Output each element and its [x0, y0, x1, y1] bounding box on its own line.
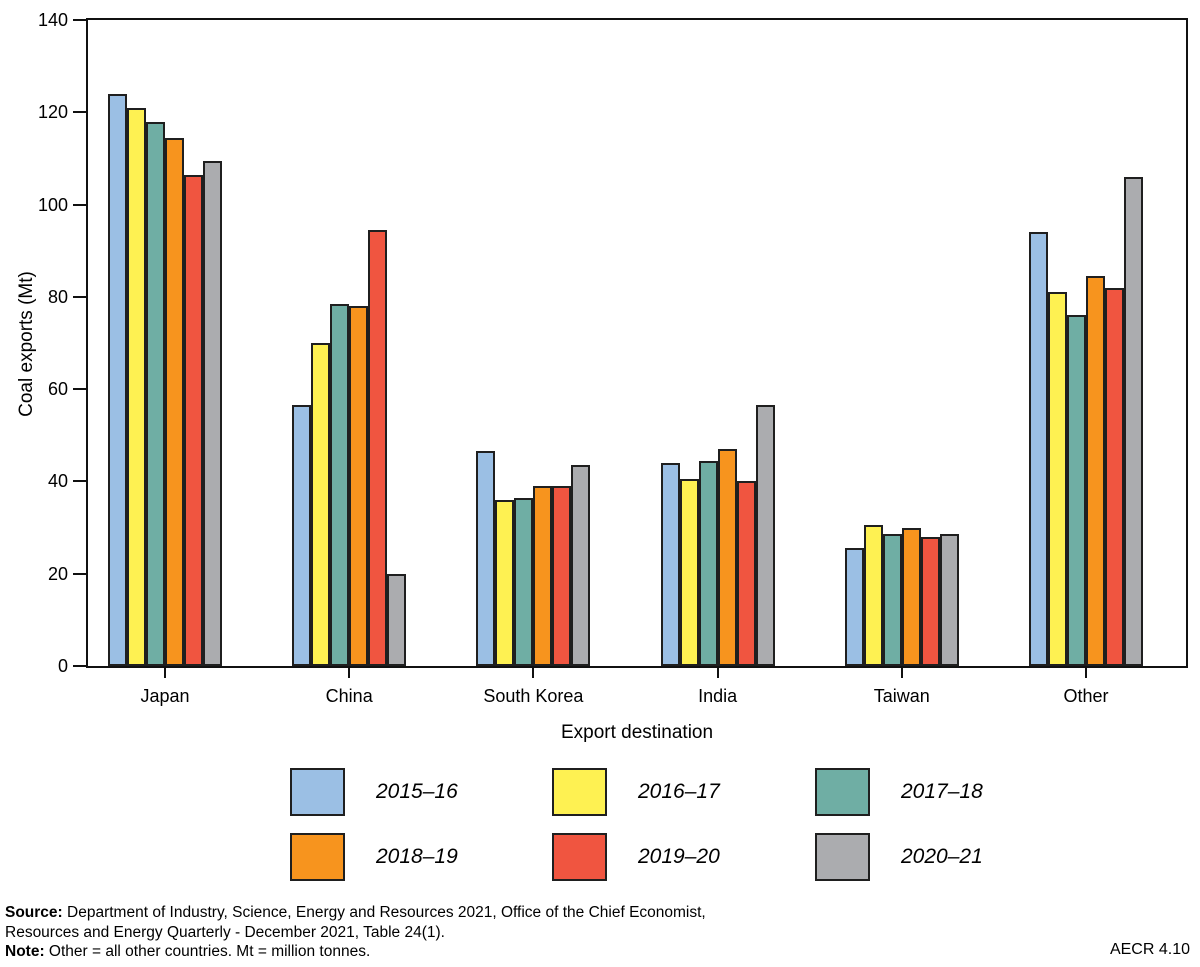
- x-axis-tick: [716, 666, 719, 678]
- x-axis-tick: [1085, 666, 1087, 678]
- legend-label-2018–19: 2018–19: [376, 845, 458, 868]
- legend-label-2019–20: 2019–20: [638, 845, 720, 868]
- bar-india-2017–18: [698, 461, 718, 666]
- bar-china-2020–21: [387, 574, 407, 666]
- category-label-japan: Japan: [140, 686, 190, 706]
- x-axis-tick: [900, 666, 903, 678]
- note-line: Note: Other = all other countries. Mt = …: [5, 943, 371, 960]
- bar-south-korea-2018–19: [533, 486, 553, 666]
- legend-label-2015–16: 2015–16: [376, 780, 458, 803]
- category-label-china: China: [325, 686, 373, 706]
- bar-japan-2019–20: [184, 175, 203, 666]
- legend-swatch-2020–21: [815, 833, 870, 881]
- category-label-india: India: [698, 686, 738, 706]
- y-axis-tick-label: 20: [47, 563, 68, 584]
- x-axis-tick: [164, 666, 166, 678]
- bar-china-2017–18: [330, 304, 350, 666]
- bar-taiwan-2018–19: [901, 528, 921, 666]
- y-axis-tick-label: 0: [57, 656, 68, 676]
- bar-south-korea-2017–18: [514, 498, 534, 666]
- bar-india-2015–16: [660, 463, 680, 666]
- figure-code: AECR 4.10: [1109, 941, 1190, 958]
- bar-south-korea-2020–21: [571, 465, 591, 666]
- x-axis-title: Export destination: [560, 722, 714, 743]
- bar-japan-2015–16: [108, 94, 127, 666]
- y-axis-tick: [73, 572, 86, 575]
- bar-india-2018–19: [717, 449, 737, 666]
- legend-swatch-2018–19: [290, 833, 345, 881]
- legend-swatch-2015–16: [290, 768, 345, 816]
- x-axis-tick: [532, 666, 535, 678]
- y-axis-tick: [73, 19, 86, 21]
- x-axis-tick: [348, 666, 351, 678]
- bar-china-2018–19: [349, 306, 369, 666]
- category-label-taiwan: Taiwan: [873, 686, 930, 706]
- legend-label-2020–21: 2020–21: [901, 845, 983, 868]
- bar-china-2016–17: [311, 343, 331, 666]
- plot-area: 0 20 40 60 80 100 120 140 Japan China South Korea I…: [38, 10, 1188, 706]
- bar-taiwan-2019–20: [920, 537, 940, 666]
- source-label: Source:: [5, 904, 63, 921]
- bar-south-korea-2016–17: [495, 500, 515, 666]
- legend-label-2016–17: 2016–17: [638, 780, 720, 803]
- bar-south-korea-2019–20: [552, 486, 572, 666]
- bar-india-2016–17: [679, 479, 699, 666]
- bar-taiwan-2015–16: [844, 548, 864, 666]
- legend-swatch-2019–20: [552, 833, 607, 881]
- bar-other-2018–19: [1086, 276, 1105, 666]
- y-axis-tick-label: 100: [37, 194, 68, 215]
- y-axis-tick: [73, 295, 86, 298]
- source-line-1: Source: Department of Industry, Science,…: [5, 904, 706, 921]
- y-axis-tick-label: 60: [47, 379, 68, 400]
- y-axis-tick: [73, 111, 86, 114]
- y-axis-tick: [73, 203, 86, 206]
- bar-other-2020–21: [1124, 177, 1143, 666]
- bar-japan-2020–21: [203, 161, 222, 666]
- bar-other-2015–16: [1029, 232, 1048, 666]
- bar-india-2019–20: [736, 481, 756, 666]
- source-line-2: Resources and Energy Quarterly - Decembe…: [5, 923, 445, 941]
- bar-south-korea-2015–16: [476, 451, 496, 666]
- y-axis-tick-label: 140: [37, 10, 68, 30]
- source-note-block: Source: Department of Industry, Science,…: [5, 903, 706, 962]
- y-axis-tick-label: 80: [47, 286, 68, 307]
- y-axis-tick: [73, 480, 86, 483]
- bar-japan-2017–18: [146, 122, 165, 666]
- y-axis-tick-label: 40: [47, 471, 68, 492]
- category-label-south-korea: South Korea: [483, 686, 584, 706]
- note-label: Note:: [5, 943, 45, 960]
- y-axis-tick: [73, 388, 86, 391]
- bar-taiwan-2020–21: [939, 534, 959, 666]
- bar-taiwan-2017–18: [882, 534, 902, 666]
- bar-china-2019–20: [368, 230, 388, 666]
- legend-label-2017–18: 2017–18: [901, 780, 983, 803]
- category-label-other: Other: [1063, 686, 1109, 706]
- legend-swatch-2016–17: [552, 768, 607, 816]
- bar-japan-2018–19: [165, 138, 184, 666]
- bar-other-2016–17: [1048, 292, 1067, 666]
- bar-japan-2016–17: [127, 108, 146, 666]
- bar-other-2017–18: [1067, 315, 1086, 666]
- legend-swatch-2017–18: [815, 768, 870, 816]
- y-axis-tick-label: 120: [37, 102, 68, 123]
- bar-other-2019–20: [1105, 288, 1124, 666]
- bar-china-2015–16: [292, 405, 312, 666]
- bar-taiwan-2016–17: [863, 525, 883, 666]
- y-axis-tick: [73, 665, 86, 667]
- bar-india-2020–21: [755, 405, 775, 666]
